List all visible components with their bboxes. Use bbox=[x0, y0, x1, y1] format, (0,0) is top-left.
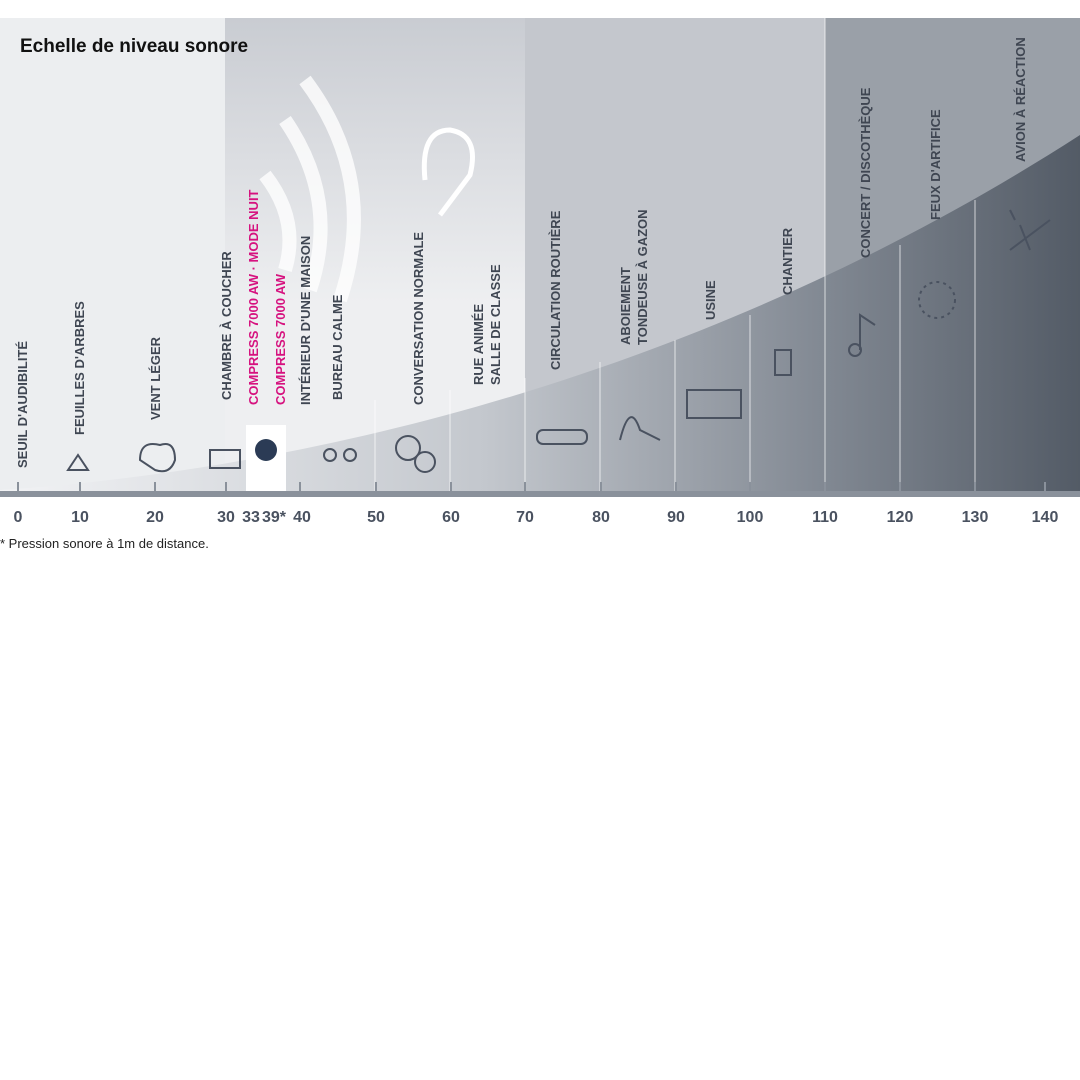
item-label: AVION À RÉACTION bbox=[1013, 37, 1028, 162]
item-label: ABOIEMENT bbox=[618, 267, 633, 345]
title: Echelle de niveau sonore bbox=[20, 36, 248, 57]
axis: 0 10 20 30 40 50 60 70 80 90 100 110 120 130 140 33 39* bbox=[14, 482, 1059, 526]
item-label: INTÉRIEUR D'UNE MAISON bbox=[298, 236, 313, 405]
item-label: SALLE DE CLASSE bbox=[488, 264, 503, 385]
tick-label: 20 bbox=[146, 509, 164, 526]
tick-label: 130 bbox=[962, 509, 989, 526]
items: SEUIL D'AUDIBILITÉ FEUILLES D'ARBRES VENT … bbox=[15, 37, 1028, 468]
tick-label: 70 bbox=[516, 509, 534, 526]
tick-label: 30 bbox=[217, 509, 235, 526]
item-label: COMPRESS 7000 AW bbox=[273, 273, 288, 405]
tick-label: 40 bbox=[293, 509, 311, 526]
item-label: SEUIL D'AUDIBILITÉ bbox=[15, 341, 30, 468]
highlight-tick: 39* bbox=[262, 509, 287, 526]
footnote: * Pression sonore à 1m de distance. bbox=[0, 536, 209, 551]
item-label: USINE bbox=[703, 280, 718, 320]
tick-label: 120 bbox=[887, 509, 914, 526]
icons bbox=[66, 209, 1051, 473]
item-label: CONVERSATION NORMALE bbox=[411, 232, 426, 405]
tick-label: 110 bbox=[812, 509, 838, 526]
tick-label: 0 bbox=[14, 509, 23, 526]
background bbox=[0, 18, 1080, 497]
item-label: CONCERT / DISCOTHÈQUE bbox=[858, 87, 873, 258]
tick-label: 140 bbox=[1032, 509, 1059, 526]
item-label: FEUILLES D'ARBRES bbox=[72, 301, 87, 435]
tick-label: 90 bbox=[667, 509, 685, 526]
item-label: VENT LÉGER bbox=[148, 336, 163, 420]
item-label: FEUX D'ARTIFICE bbox=[928, 109, 943, 220]
item-label: CHAMBRE À COUCHER bbox=[219, 251, 234, 400]
item-label: BUREAU CALME bbox=[330, 294, 345, 400]
tick-label: 100 bbox=[737, 509, 764, 526]
item-label: TONDEUSE À GAZON bbox=[635, 209, 650, 345]
item-label: COMPRESS 7000 AW · MODE NUIT bbox=[246, 189, 261, 405]
item-label: CIRCULATION ROUTIÈRE bbox=[548, 210, 563, 370]
tick-label: 50 bbox=[367, 509, 385, 526]
item-label: CHANTIER bbox=[780, 227, 795, 295]
tick-label: 80 bbox=[592, 509, 610, 526]
item-label: RUE ANIMÉE bbox=[471, 304, 486, 385]
tick-label: 60 bbox=[442, 509, 460, 526]
highlight-tick: 33 bbox=[242, 509, 260, 526]
tick-label: 10 bbox=[71, 509, 89, 526]
